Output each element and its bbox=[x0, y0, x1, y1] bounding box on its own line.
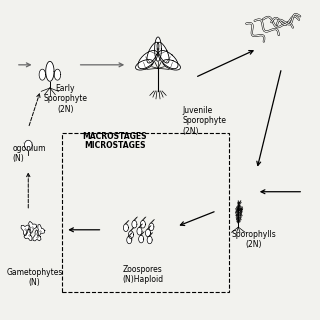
Polygon shape bbox=[46, 61, 54, 81]
Text: Early
Sporophyte
(2N): Early Sporophyte (2N) bbox=[43, 84, 87, 114]
Polygon shape bbox=[157, 42, 169, 63]
Polygon shape bbox=[28, 221, 36, 233]
Polygon shape bbox=[123, 224, 128, 232]
Polygon shape bbox=[139, 235, 144, 243]
Bar bbox=[62, 133, 229, 292]
Polygon shape bbox=[132, 220, 137, 228]
Polygon shape bbox=[163, 60, 180, 70]
Polygon shape bbox=[146, 229, 150, 237]
Polygon shape bbox=[54, 69, 61, 80]
Polygon shape bbox=[128, 231, 133, 238]
Polygon shape bbox=[37, 225, 45, 236]
Polygon shape bbox=[147, 42, 159, 63]
Text: Gametophytes
(N): Gametophytes (N) bbox=[6, 268, 63, 287]
Polygon shape bbox=[137, 228, 142, 235]
Text: ogonium
(N): ogonium (N) bbox=[13, 144, 46, 163]
Polygon shape bbox=[39, 69, 45, 80]
Polygon shape bbox=[138, 51, 158, 69]
Text: Juvenile
Sporophyte
(2N): Juvenile Sporophyte (2N) bbox=[183, 106, 227, 136]
Text: MACROSTAGES: MACROSTAGES bbox=[83, 132, 147, 141]
Polygon shape bbox=[24, 229, 32, 240]
Polygon shape bbox=[140, 220, 145, 228]
Text: Zoospores
(N)Haploid: Zoospores (N)Haploid bbox=[122, 265, 163, 284]
Polygon shape bbox=[155, 37, 161, 61]
Polygon shape bbox=[21, 225, 29, 236]
Polygon shape bbox=[33, 230, 41, 241]
Polygon shape bbox=[24, 140, 32, 150]
Polygon shape bbox=[147, 236, 152, 244]
Text: MICROSTAGES: MICROSTAGES bbox=[84, 141, 146, 150]
Polygon shape bbox=[149, 223, 154, 231]
Polygon shape bbox=[158, 51, 178, 69]
Text: Sporophylls
(2N): Sporophylls (2N) bbox=[231, 230, 276, 249]
Polygon shape bbox=[136, 60, 153, 70]
Polygon shape bbox=[127, 236, 132, 244]
